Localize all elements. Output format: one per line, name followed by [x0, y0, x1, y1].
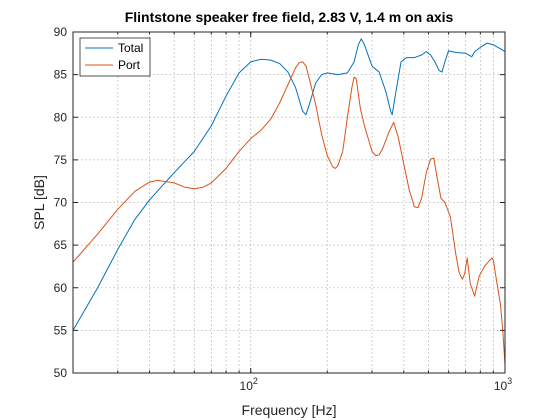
- y-tick-label: 80: [54, 110, 68, 124]
- legend-box: [79, 37, 151, 77]
- x-axis-label: Frequency [Hz]: [242, 402, 337, 418]
- y-tick-label: 90: [54, 25, 68, 39]
- y-tick-label: 85: [54, 68, 68, 82]
- y-axis-label: SPL [dB]: [31, 175, 47, 230]
- legend: Total Port: [79, 37, 151, 77]
- chart-title: Flintstone speaker free field, 2.83 V, 1…: [125, 9, 454, 25]
- series-line-total: [73, 38, 505, 331]
- series-line-port: [73, 61, 505, 371]
- legend-label-total: Total: [118, 41, 143, 55]
- y-tick-label: 75: [54, 153, 68, 167]
- y-tick-label: 70: [54, 196, 68, 210]
- y-tick-label: 55: [54, 323, 68, 337]
- series-group: [73, 38, 505, 371]
- y-tick-label: 60: [54, 281, 68, 295]
- y-tick-label: 65: [54, 238, 68, 252]
- y-tick-label: 50: [54, 366, 68, 380]
- legend-label-port: Port: [118, 58, 141, 72]
